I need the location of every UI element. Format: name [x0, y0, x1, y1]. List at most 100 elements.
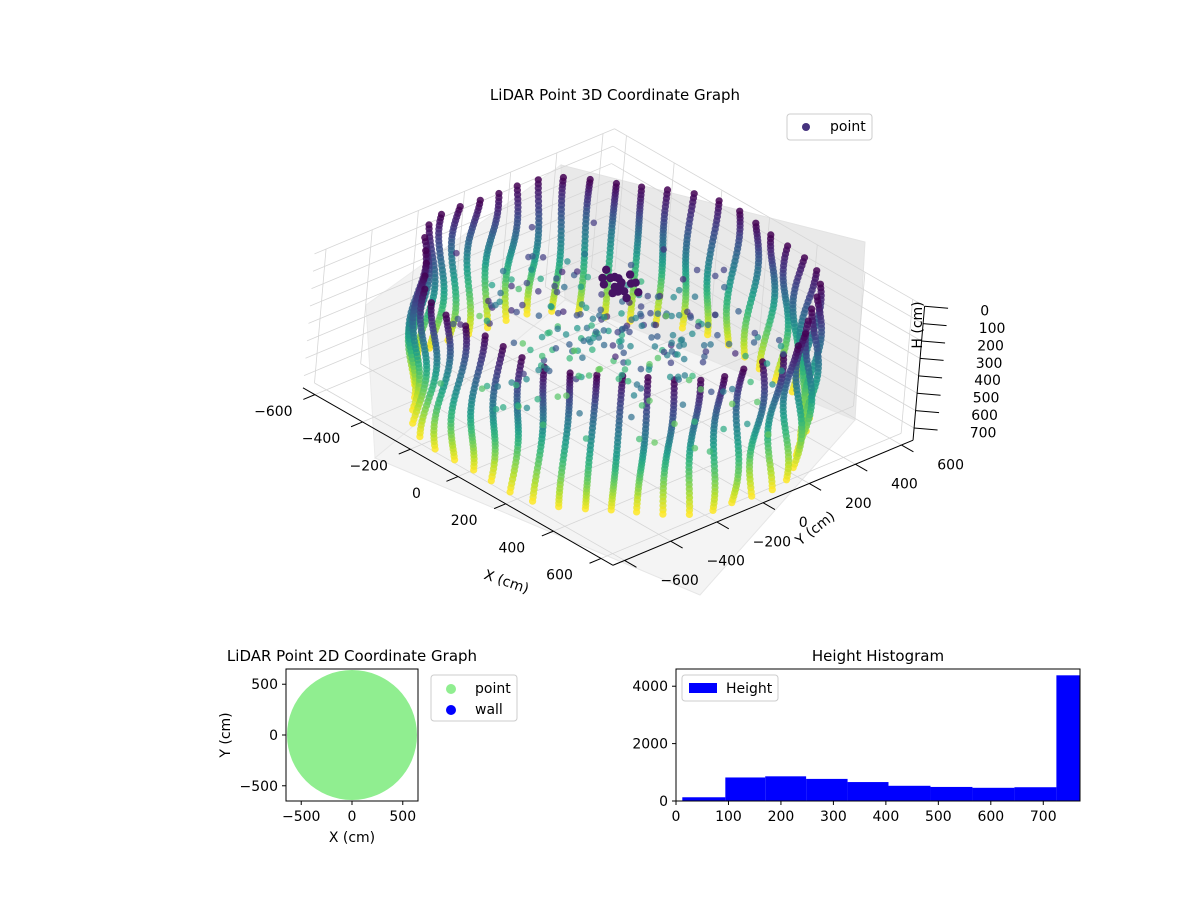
y-tick-3d — [762, 502, 776, 510]
point-3d — [577, 283, 585, 291]
point-3d — [637, 303, 645, 310]
point-3d — [711, 311, 719, 319]
x-tick-3d — [589, 557, 602, 564]
x-tick-label-3d: 200 — [451, 513, 478, 529]
point-3d — [735, 308, 742, 315]
point-3d — [529, 252, 536, 260]
point-3d — [564, 258, 571, 265]
point-3d — [659, 510, 667, 518]
point-3d — [637, 310, 644, 318]
x-tick-label-3d: −200 — [350, 459, 388, 475]
point-disc-2d — [287, 670, 417, 800]
z-tick-label-3d: 300 — [976, 356, 1003, 372]
y-tick-label-3d: 400 — [891, 477, 918, 493]
point-3d — [523, 279, 531, 287]
legend-3d[interactable]: point — [786, 113, 873, 141]
point-3d — [416, 429, 424, 437]
z-tick-label-3d: 100 — [979, 321, 1006, 337]
point-3d — [566, 369, 574, 377]
point-3d — [494, 201, 503, 209]
point-3d — [798, 431, 806, 439]
point-3d — [580, 337, 587, 345]
chart-histogram: Height Histogram 0 100 200 300 400 500 600 7000… — [632, 647, 1081, 825]
x-tick-3d — [493, 503, 506, 510]
point-3d — [585, 372, 593, 379]
point-3d — [494, 383, 502, 390]
point-3d — [600, 313, 608, 321]
point-3d — [600, 327, 608, 334]
point-3d — [729, 385, 736, 393]
point-3d — [534, 235, 542, 243]
legend-2d[interactable]: point wall — [430, 674, 518, 722]
point-3d — [447, 412, 455, 420]
point-3d — [627, 342, 634, 350]
point-3d — [748, 492, 756, 500]
point-3d — [789, 297, 797, 305]
grid-line — [544, 152, 558, 287]
legend-histogram[interactable]: Height — [681, 674, 779, 702]
histogram-bar — [682, 797, 726, 801]
legend-3d-frame — [786, 113, 873, 141]
point-3d — [684, 308, 691, 316]
point-3d — [660, 215, 668, 223]
point-3d — [421, 234, 429, 242]
point-3d — [654, 333, 661, 340]
point-3d — [638, 322, 646, 330]
point-3d — [560, 308, 567, 316]
z-tick-3d — [915, 410, 940, 414]
grid-line — [498, 172, 512, 307]
x-tick-3d — [398, 448, 411, 455]
point-3d — [584, 273, 592, 281]
point-3d — [579, 354, 586, 362]
point-3d — [632, 314, 639, 322]
point-3d — [681, 372, 689, 379]
point-3d — [534, 395, 541, 403]
grid-line — [591, 133, 604, 268]
point-3d — [652, 321, 660, 329]
chart-2d: LiDAR Point 2D Coordinate Graph −500 0 500… — [218, 647, 518, 846]
point-3d — [704, 321, 712, 329]
point-3d — [706, 448, 714, 455]
point-3d — [747, 378, 754, 386]
point-3d — [508, 307, 515, 314]
point-3d — [712, 272, 719, 280]
point-3d — [599, 280, 609, 289]
point-3d — [708, 388, 715, 396]
point-3d — [740, 331, 748, 339]
z-tick-label-3d: 500 — [973, 391, 1000, 407]
point-3d — [750, 339, 758, 346]
point-3d — [778, 367, 785, 375]
point-3d — [784, 465, 792, 473]
x-tick-label-hist: 700 — [1030, 809, 1057, 825]
z-axis-label-3d: H (cm) — [910, 301, 926, 348]
y-tick-label-3d: 0 — [799, 515, 808, 531]
point-3d — [589, 334, 597, 342]
point-3d — [687, 314, 695, 321]
point-3d — [453, 249, 460, 257]
point-3d — [478, 385, 486, 393]
point-3d — [674, 351, 681, 358]
point-3d — [598, 291, 605, 298]
point-3d — [744, 420, 751, 428]
point-3d — [654, 354, 662, 362]
point-3d — [636, 435, 643, 443]
legend-histogram-label: Height — [726, 681, 773, 697]
point-3d — [442, 311, 450, 319]
point-3d — [691, 293, 699, 301]
point-3d — [574, 324, 581, 332]
point-3d — [751, 329, 759, 337]
point-3d — [556, 252, 564, 260]
histogram-title: Height Histogram — [812, 647, 944, 665]
point-3d — [801, 330, 810, 338]
point-3d — [590, 219, 598, 227]
point-3d — [669, 331, 677, 339]
point-3d — [721, 373, 729, 381]
point-3d — [680, 355, 688, 363]
y-tick-label-hist: 0 — [659, 794, 668, 810]
point-3d — [570, 347, 578, 355]
point-3d — [769, 381, 776, 388]
point-3d — [513, 219, 521, 227]
point-3d — [675, 286, 683, 294]
point-3d — [523, 404, 531, 412]
histogram-bar — [806, 778, 848, 801]
